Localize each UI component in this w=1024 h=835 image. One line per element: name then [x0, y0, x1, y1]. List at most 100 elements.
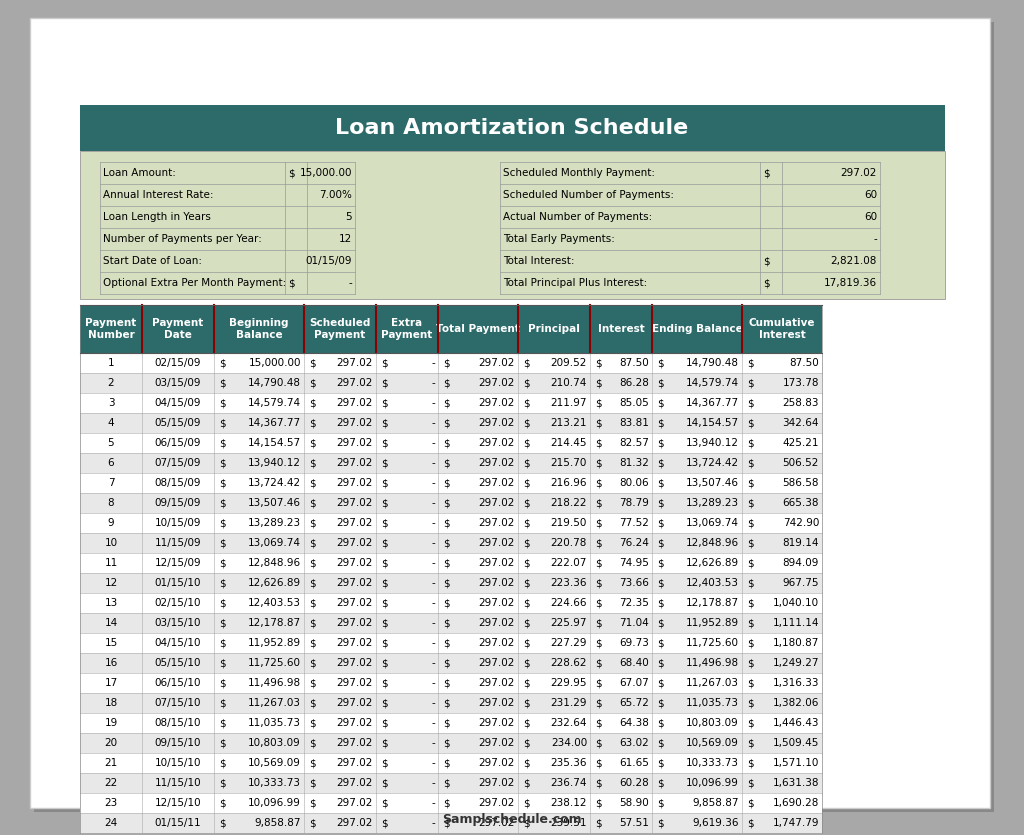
Text: 12,178.87: 12,178.87 — [686, 598, 739, 608]
Text: $: $ — [595, 398, 602, 408]
Text: 297.02: 297.02 — [478, 538, 515, 548]
Text: 60: 60 — [864, 190, 877, 200]
Text: $: $ — [746, 458, 754, 468]
Text: 9,858.87: 9,858.87 — [692, 798, 739, 808]
Text: 215.70: 215.70 — [551, 458, 587, 468]
Text: 10,333.73: 10,333.73 — [248, 778, 301, 788]
Text: $: $ — [219, 798, 225, 808]
Text: Loan Amortization Schedule: Loan Amortization Schedule — [336, 118, 688, 138]
Text: $: $ — [381, 758, 388, 768]
Text: $: $ — [523, 418, 529, 428]
Text: $: $ — [746, 678, 754, 688]
FancyBboxPatch shape — [80, 693, 822, 713]
Text: 297.02: 297.02 — [478, 398, 515, 408]
Text: $: $ — [746, 798, 754, 808]
Text: 297.02: 297.02 — [337, 458, 373, 468]
Text: 72.35: 72.35 — [620, 598, 649, 608]
Text: 12,403.53: 12,403.53 — [248, 598, 301, 608]
Text: $: $ — [381, 818, 388, 828]
Text: 6: 6 — [108, 458, 115, 468]
Text: 05/15/10: 05/15/10 — [155, 658, 202, 668]
Text: $: $ — [219, 738, 225, 748]
Text: 297.02: 297.02 — [337, 578, 373, 588]
Text: 1,509.45: 1,509.45 — [773, 738, 819, 748]
Text: -: - — [431, 678, 435, 688]
Text: 20: 20 — [104, 738, 118, 748]
Text: $: $ — [443, 518, 450, 528]
Text: 14,154.57: 14,154.57 — [686, 418, 739, 428]
Text: 11/15/09: 11/15/09 — [155, 538, 202, 548]
Text: 297.02: 297.02 — [478, 758, 515, 768]
Text: $: $ — [657, 358, 664, 368]
Text: Payment
Date: Payment Date — [153, 318, 204, 340]
Text: 11: 11 — [104, 558, 118, 568]
Text: $: $ — [309, 518, 315, 528]
FancyBboxPatch shape — [80, 673, 822, 693]
FancyBboxPatch shape — [80, 553, 822, 573]
Text: Total Payment: Total Payment — [436, 324, 520, 334]
Text: -: - — [431, 478, 435, 488]
Text: $: $ — [595, 378, 602, 388]
Text: 08/15/10: 08/15/10 — [155, 718, 202, 728]
Text: $: $ — [309, 598, 315, 608]
Text: $: $ — [219, 778, 225, 788]
Text: 967.75: 967.75 — [782, 578, 819, 588]
FancyBboxPatch shape — [80, 305, 822, 353]
Text: $: $ — [381, 538, 388, 548]
Text: $: $ — [381, 678, 388, 688]
Text: $: $ — [657, 678, 664, 688]
Text: 213.21: 213.21 — [551, 418, 587, 428]
Text: -: - — [348, 278, 352, 288]
Text: Total Early Payments:: Total Early Payments: — [503, 234, 614, 244]
Text: $: $ — [381, 518, 388, 528]
Text: 1,316.33: 1,316.33 — [772, 678, 819, 688]
Text: $: $ — [309, 578, 315, 588]
Text: 10/15/10: 10/15/10 — [155, 758, 202, 768]
Text: 297.02: 297.02 — [337, 358, 373, 368]
Text: 12/15/09: 12/15/09 — [155, 558, 202, 568]
Text: $: $ — [381, 698, 388, 708]
Text: 07/15/09: 07/15/09 — [155, 458, 202, 468]
FancyBboxPatch shape — [80, 773, 822, 793]
Text: Scheduled Number of Payments:: Scheduled Number of Payments: — [503, 190, 674, 200]
Text: 223.36: 223.36 — [551, 578, 587, 588]
Text: 11,725.60: 11,725.60 — [686, 638, 739, 648]
Text: 23: 23 — [104, 798, 118, 808]
Text: 07/15/10: 07/15/10 — [155, 698, 202, 708]
Text: $: $ — [523, 438, 529, 448]
Text: 297.02: 297.02 — [478, 418, 515, 428]
Text: $: $ — [746, 478, 754, 488]
Text: $: $ — [657, 498, 664, 508]
Text: $: $ — [443, 738, 450, 748]
FancyBboxPatch shape — [80, 793, 822, 813]
Text: $: $ — [523, 578, 529, 588]
Text: $: $ — [309, 558, 315, 568]
Text: $: $ — [288, 278, 295, 288]
Text: 10,333.73: 10,333.73 — [686, 758, 739, 768]
FancyBboxPatch shape — [80, 393, 822, 413]
FancyBboxPatch shape — [80, 633, 822, 653]
Text: $: $ — [381, 478, 388, 488]
Text: 4: 4 — [108, 418, 115, 428]
Text: $: $ — [219, 638, 225, 648]
Text: 665.38: 665.38 — [782, 498, 819, 508]
Text: 297.02: 297.02 — [478, 558, 515, 568]
Text: 297.02: 297.02 — [478, 778, 515, 788]
Text: 02/15/10: 02/15/10 — [155, 598, 202, 608]
Text: 09/15/10: 09/15/10 — [155, 738, 202, 748]
Text: Start Date of Loan:: Start Date of Loan: — [103, 256, 202, 266]
Text: $: $ — [309, 658, 315, 668]
Text: $: $ — [595, 658, 602, 668]
Text: 14,790.48: 14,790.48 — [248, 378, 301, 388]
FancyBboxPatch shape — [80, 105, 945, 151]
Text: 297.02: 297.02 — [337, 438, 373, 448]
Text: 69.73: 69.73 — [620, 638, 649, 648]
Text: 297.02: 297.02 — [478, 798, 515, 808]
Text: $: $ — [523, 718, 529, 728]
Text: $: $ — [219, 458, 225, 468]
Text: Interest: Interest — [598, 324, 644, 334]
Text: Scheduled
Payment: Scheduled Payment — [309, 318, 371, 340]
Text: 14: 14 — [104, 618, 118, 628]
Text: 214.45: 214.45 — [551, 438, 587, 448]
Text: Annual Interest Rate:: Annual Interest Rate: — [103, 190, 213, 200]
